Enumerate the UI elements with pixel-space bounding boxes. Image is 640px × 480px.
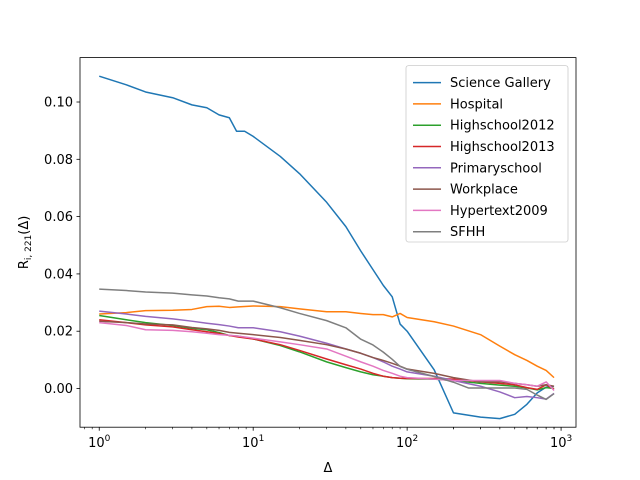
x-tick-label-3: 103 <box>550 434 572 451</box>
x-axis: 100 101 102 103 <box>84 427 572 451</box>
x-tick-label-base: 10 <box>396 436 413 451</box>
y-tick-label-1: 0.02 <box>44 325 73 340</box>
y-axis-label: Ri, 221(Δ) <box>17 216 34 270</box>
y-tick-label-5: 0.10 <box>44 96 73 111</box>
x-tick-label-0: 100 <box>88 434 111 451</box>
x-tick-label-2: 102 <box>396 434 418 451</box>
y-axis-label-tail: (Δ) <box>17 216 32 235</box>
x-tick-label-exp: 3 <box>566 434 572 444</box>
legend-label-2: Highschool2012 <box>450 119 555 134</box>
x-tick-label-exp: 1 <box>259 434 265 444</box>
legend-label-1: Hospital <box>450 97 503 112</box>
y-tick-label-4: 0.08 <box>44 153 73 168</box>
x-tick-label-exp: 2 <box>413 434 419 444</box>
legend-label-5: Workplace <box>450 183 518 198</box>
legend: Science Gallery Hospital Highschool2012 Hig… <box>405 65 569 243</box>
y-tick-label-3: 0.06 <box>44 210 73 225</box>
x-tick-label-exp: 0 <box>105 434 111 444</box>
legend-label-3: Highschool2013 <box>450 140 555 155</box>
x-tick-label-base: 10 <box>550 436 567 451</box>
x-tick-label-base: 10 <box>88 436 105 451</box>
legend-box <box>405 65 569 243</box>
legend-label-4: Primaryschool <box>450 161 542 176</box>
series-line-0 <box>99 75 555 420</box>
series-line-2 <box>99 314 555 391</box>
series-line-7 <box>99 288 555 401</box>
series-layer <box>99 75 555 420</box>
y-axis-label-sub: i, 221 <box>24 235 34 260</box>
x-axis-label: Δ <box>324 461 333 476</box>
x-tick-label-base: 10 <box>242 436 259 451</box>
plot-frame <box>79 57 577 428</box>
legend-label-0: Science Gallery <box>450 76 551 91</box>
x-tick-label-1: 101 <box>242 434 264 451</box>
y-axis-label-main: R <box>17 260 32 269</box>
series-line-3 <box>99 319 555 391</box>
series-line-6 <box>99 321 555 392</box>
legend-label-6: Hypertext2009 <box>450 204 548 219</box>
legend-label-7: SFHH <box>450 225 485 240</box>
y-axis: 0.00 0.02 0.04 0.06 0.08 0.10 <box>44 96 80 397</box>
y-tick-label-0: 0.00 <box>44 382 73 397</box>
series-line-1 <box>99 305 555 379</box>
y-tick-label-2: 0.04 <box>44 267 73 282</box>
series-line-5 <box>99 320 555 387</box>
